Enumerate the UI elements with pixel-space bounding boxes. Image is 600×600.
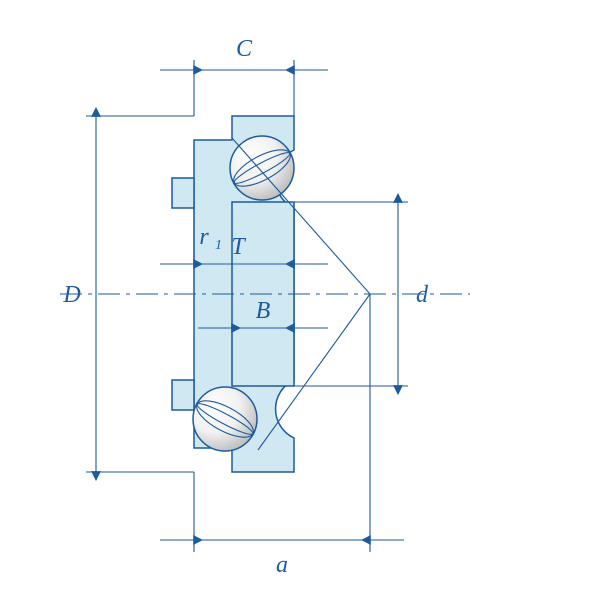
label-d: d (416, 282, 429, 308)
label-T: T (231, 234, 246, 260)
label-C: C (236, 36, 253, 62)
label-r1-sub: 1 (215, 238, 222, 253)
label-B: B (256, 298, 271, 324)
bearing-cross-section-diagram: Dd Ca T Br1 (0, 0, 600, 600)
retainer-tab-bot (172, 380, 194, 410)
label-r1: r (199, 224, 209, 250)
ball-bottom (192, 387, 259, 451)
retainer-tab-top (172, 178, 194, 208)
label-a: a (276, 552, 288, 578)
label-D: D (62, 282, 80, 308)
